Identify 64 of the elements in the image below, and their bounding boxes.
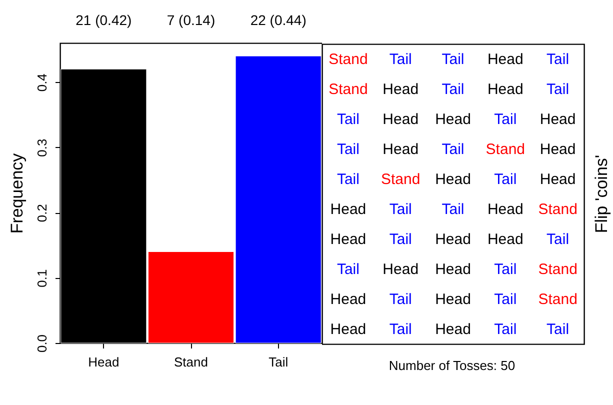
- text: Head: [330, 321, 366, 338]
- text: Stand: [381, 171, 420, 188]
- text: Tail: [336, 111, 360, 128]
- text: Head: [330, 231, 366, 248]
- text: Tail: [389, 291, 412, 308]
- text: Tail: [389, 201, 412, 218]
- text: Head: [435, 111, 471, 128]
- y-tick-label: 0.2: [34, 204, 50, 222]
- text: Head: [487, 81, 524, 98]
- y-tick-label: 0.3: [34, 138, 50, 157]
- text: Head: [435, 321, 471, 338]
- x-tick-label: Stand: [174, 354, 208, 370]
- y-axis-title: Frequency: [8, 152, 26, 234]
- text: Head: [435, 171, 471, 188]
- data-label: 7 (0.14): [166, 12, 216, 28]
- text: Stand: [328, 51, 368, 68]
- text: Tail: [546, 81, 570, 98]
- text: Tail: [494, 291, 517, 308]
- text: Head: [487, 201, 524, 218]
- text: Tail: [494, 261, 517, 278]
- text: Head: [382, 141, 419, 158]
- text: Flip 'coins': [592, 154, 611, 234]
- text: Tail: [389, 231, 412, 248]
- text: Tail: [389, 51, 412, 68]
- text: Head: [382, 261, 419, 278]
- text: Tail: [336, 141, 360, 158]
- text: Head: [435, 261, 471, 278]
- text: Stand: [538, 261, 578, 278]
- text: Head: [540, 111, 576, 128]
- text: Tail: [442, 51, 464, 68]
- text: Stand: [486, 141, 525, 158]
- text: Tail: [442, 201, 464, 218]
- data-label: 21 (0.42): [76, 12, 132, 28]
- text: Tail: [389, 321, 412, 338]
- text: Tail: [546, 321, 570, 338]
- y-tick-label: 0.4: [34, 74, 50, 92]
- text: Tail: [546, 51, 570, 68]
- text: Head: [540, 171, 576, 188]
- text: Head: [435, 231, 471, 248]
- text: Stand: [538, 201, 578, 218]
- text: Stand: [328, 81, 368, 98]
- text: Tail: [336, 171, 360, 188]
- text: Tail: [494, 111, 517, 128]
- text: Tail: [494, 171, 517, 188]
- data-label: 22 (0.44): [250, 12, 306, 28]
- text: Tail: [442, 81, 464, 98]
- text: Head: [435, 291, 471, 308]
- text: Stand: [538, 291, 578, 308]
- text: Tail: [546, 231, 570, 248]
- text: Head: [382, 81, 419, 98]
- text: Head: [540, 141, 576, 158]
- text: Head: [330, 291, 366, 308]
- y-tick-label: 0.1: [34, 269, 50, 288]
- text: Tail: [336, 261, 360, 278]
- x-tick-label: Head: [88, 354, 120, 370]
- text: Head: [330, 201, 366, 218]
- text: Head: [487, 231, 524, 248]
- text: Head: [382, 111, 419, 128]
- text: Tail: [494, 321, 517, 338]
- text: Number of Tosses: 50: [388, 358, 516, 373]
- text: Tail: [442, 141, 464, 158]
- text: Head: [487, 51, 524, 68]
- y-tick-label: 0.0: [34, 334, 50, 353]
- x-tick-label: Tail: [268, 354, 288, 370]
